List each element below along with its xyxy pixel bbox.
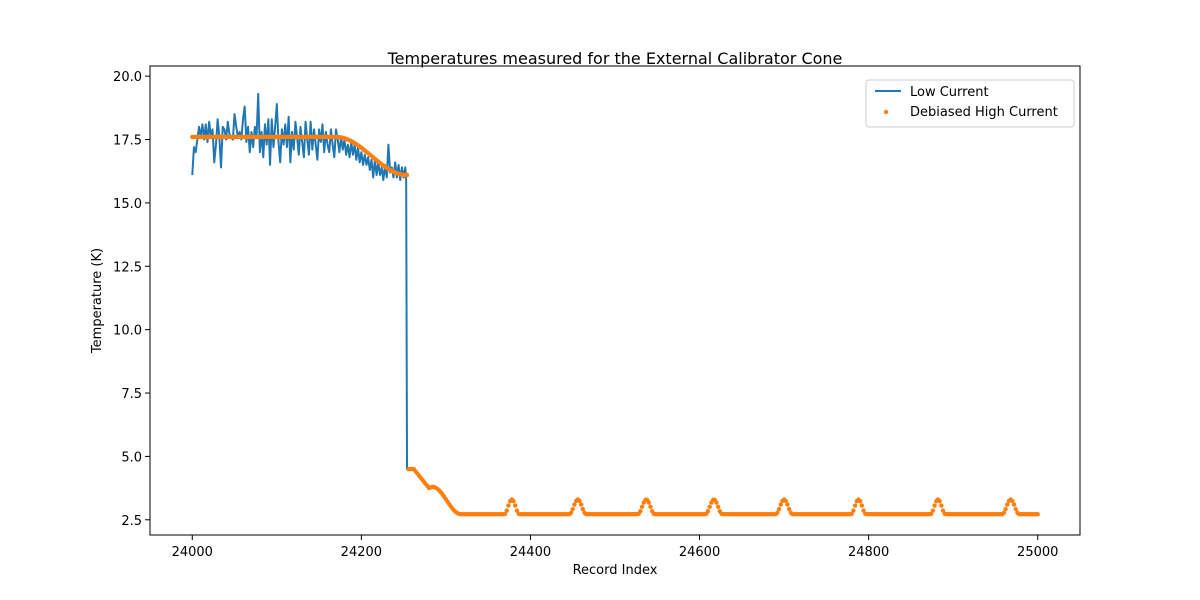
y-tick-label: 2.5 (121, 514, 142, 529)
high-current-point (707, 504, 712, 510)
x-axis: 24000 24200 24400 24600 24800 25000 (172, 535, 1058, 560)
y-tick-label: 15.0 (113, 197, 142, 212)
high-current-point (714, 500, 719, 505)
y-axis: 2.5 5.0 7.5 10.0 12.5 15.0 17.5 20.0 (113, 70, 150, 529)
high-current-point (506, 503, 511, 508)
high-current-point (775, 510, 780, 516)
high-current-point (785, 502, 790, 507)
x-tick-label: 24200 (341, 545, 382, 560)
high-current-point (776, 506, 782, 512)
high-current-point (511, 499, 516, 504)
high-current-point (705, 508, 711, 514)
high-current-point (930, 508, 936, 513)
high-current-point (937, 499, 942, 504)
high-current-point (568, 510, 574, 516)
y-tick-label: 20.0 (113, 70, 142, 85)
x-tick-label: 24600 (679, 545, 720, 560)
low-current-series (191, 92, 409, 471)
legend-label-debiased-high-current: Debiased High Current (910, 105, 1058, 120)
y-tick-label: 7.5 (121, 387, 142, 402)
high-current-point (857, 499, 863, 504)
y-tick-label: 5.0 (121, 450, 142, 465)
high-current-point (1035, 512, 1040, 517)
high-current-point (580, 506, 586, 512)
high-current-point (1001, 510, 1007, 516)
high-current-point (404, 172, 410, 178)
high-current-point (638, 508, 643, 514)
high-current-point (514, 508, 520, 513)
x-tick-label: 24000 (172, 545, 213, 560)
high-current-point (851, 508, 856, 513)
high-current-point (861, 508, 866, 513)
high-current-point (783, 498, 788, 504)
legend: Low Current Debiased High Current (865, 79, 1075, 128)
legend-frame (865, 79, 1075, 128)
y-axis-label: Temperature (K) (90, 248, 105, 354)
high-current-point (504, 508, 509, 513)
high-current-point (940, 508, 946, 513)
y-tick-label: 17.5 (113, 134, 142, 149)
high-current-point (852, 503, 858, 508)
high-current-point (1013, 506, 1018, 512)
high-current-point (648, 504, 653, 510)
high-current-point (513, 503, 518, 508)
plot-frame (149, 65, 1081, 536)
y-tick-label: 10.0 (113, 324, 142, 339)
legend-label-low-current: Low Current (910, 85, 989, 100)
x-tick-label: 24800 (848, 545, 889, 560)
debiased-high-current-series (190, 134, 1040, 517)
high-current-point (786, 506, 792, 512)
low-current-line (191, 92, 409, 471)
high-current-point (929, 511, 934, 516)
high-current-point (859, 503, 865, 508)
high-current-point (646, 500, 652, 505)
high-current-point (578, 502, 584, 507)
legend-dot-swatch (883, 109, 889, 115)
high-current-point (572, 502, 577, 507)
high-current-point (639, 504, 645, 510)
high-current-point (939, 503, 944, 508)
chart-title: Temperatures measured for the External C… (387, 49, 843, 68)
high-current-point (932, 503, 937, 508)
plot-area (190, 92, 1040, 517)
high-current-point (1010, 498, 1015, 504)
x-tick-label: 25000 (1017, 545, 1058, 560)
x-tick-label: 24400 (510, 545, 551, 560)
high-current-point (1005, 502, 1010, 507)
high-current-point (1011, 502, 1017, 507)
high-current-point (715, 504, 721, 510)
high-current-point (849, 511, 854, 516)
high-current-point (1003, 506, 1008, 512)
x-axis-label: Record Index (573, 563, 658, 578)
y-tick-label: 12.5 (113, 260, 142, 275)
high-current-point (502, 511, 508, 516)
high-current-point (778, 502, 783, 507)
high-current-point (577, 498, 582, 504)
high-current-point (570, 506, 575, 512)
